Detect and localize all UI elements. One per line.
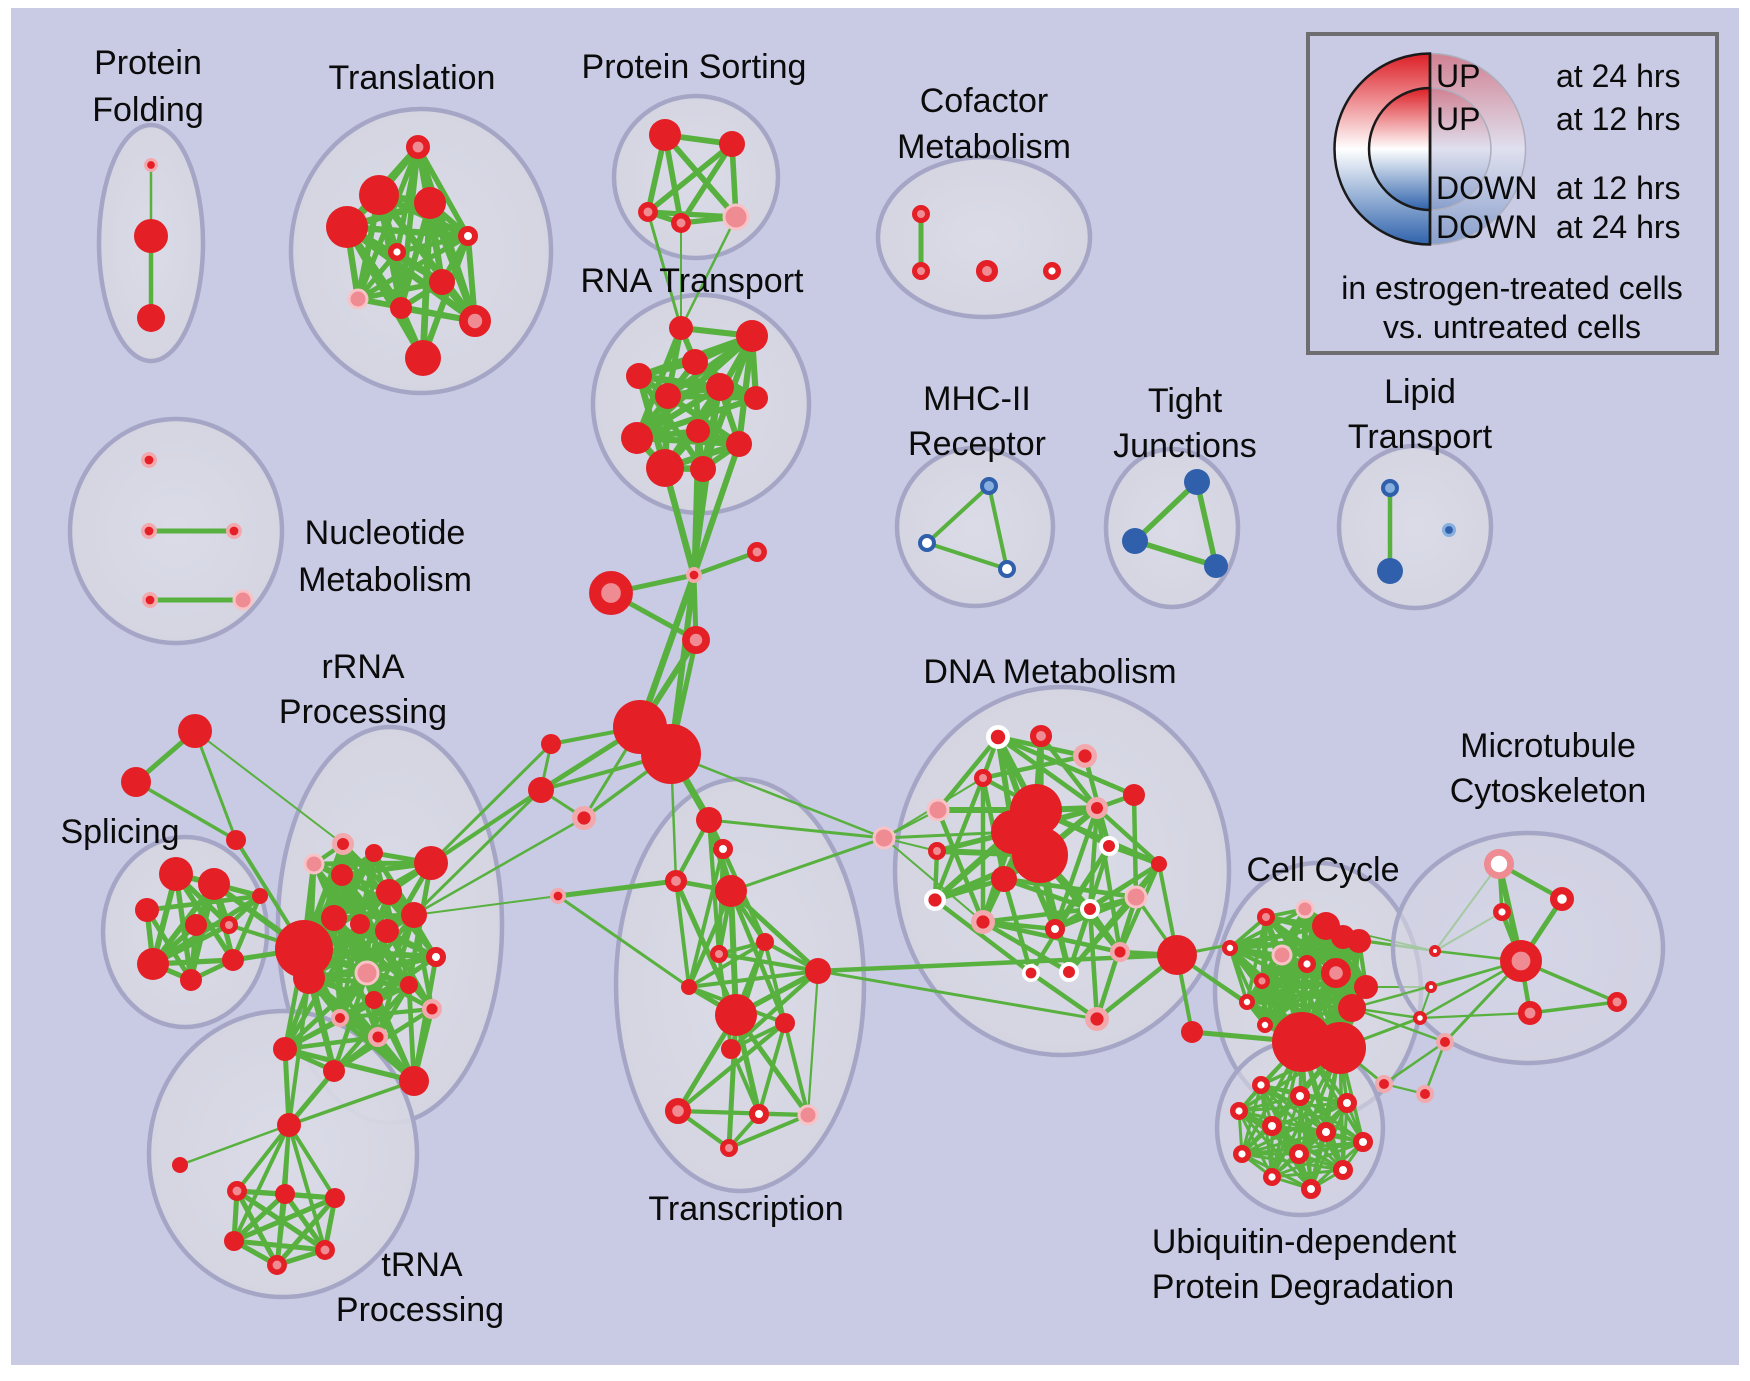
svg-text:Ubiquitin-dependent: Ubiquitin-dependent xyxy=(1152,1223,1457,1261)
svg-text:UP: UP xyxy=(1436,58,1480,94)
svg-text:Splicing: Splicing xyxy=(60,813,179,851)
svg-text:Cytoskeleton: Cytoskeleton xyxy=(1450,772,1647,810)
svg-text:Cell Cycle: Cell Cycle xyxy=(1246,851,1399,889)
svg-text:Protein Degradation: Protein Degradation xyxy=(1152,1268,1454,1306)
svg-text:at 12 hrs: at 12 hrs xyxy=(1556,170,1681,206)
svg-text:Receptor: Receptor xyxy=(908,425,1046,463)
svg-text:Lipid: Lipid xyxy=(1384,373,1456,411)
svg-text:Processing: Processing xyxy=(336,1291,504,1329)
svg-text:Processing: Processing xyxy=(279,693,447,731)
svg-text:Microtubule: Microtubule xyxy=(1460,727,1636,765)
svg-text:rRNA: rRNA xyxy=(321,648,404,686)
svg-text:Nucleotide: Nucleotide xyxy=(305,514,466,552)
svg-text:Protein: Protein xyxy=(94,44,202,82)
svg-text:Metabolism: Metabolism xyxy=(298,561,472,599)
svg-text:DOWN: DOWN xyxy=(1436,209,1537,245)
svg-text:at 12 hrs: at 12 hrs xyxy=(1556,101,1681,137)
svg-text:in estrogen-treated cells: in estrogen-treated cells xyxy=(1341,270,1683,306)
svg-text:Metabolism: Metabolism xyxy=(897,128,1071,166)
svg-text:Transport: Transport xyxy=(1348,418,1493,456)
svg-text:DNA Metabolism: DNA Metabolism xyxy=(923,653,1176,691)
svg-text:Junctions: Junctions xyxy=(1113,427,1257,465)
svg-text:Transcription: Transcription xyxy=(648,1190,843,1228)
svg-text:UP: UP xyxy=(1436,101,1480,137)
svg-text:Translation: Translation xyxy=(329,59,496,97)
svg-text:Tight: Tight xyxy=(1148,382,1223,420)
svg-text:at 24 hrs: at 24 hrs xyxy=(1556,209,1681,245)
svg-text:tRNA: tRNA xyxy=(381,1246,463,1284)
svg-text:MHC-II: MHC-II xyxy=(923,380,1031,418)
svg-text:Cofactor: Cofactor xyxy=(920,82,1049,120)
svg-text:Protein Sorting: Protein Sorting xyxy=(582,48,807,86)
svg-text:at 24 hrs: at 24 hrs xyxy=(1556,58,1681,94)
svg-text:DOWN: DOWN xyxy=(1436,170,1537,206)
svg-text:Folding: Folding xyxy=(92,91,204,129)
svg-text:RNA Transport: RNA Transport xyxy=(581,262,805,300)
svg-text:vs. untreated cells: vs. untreated cells xyxy=(1383,309,1641,345)
